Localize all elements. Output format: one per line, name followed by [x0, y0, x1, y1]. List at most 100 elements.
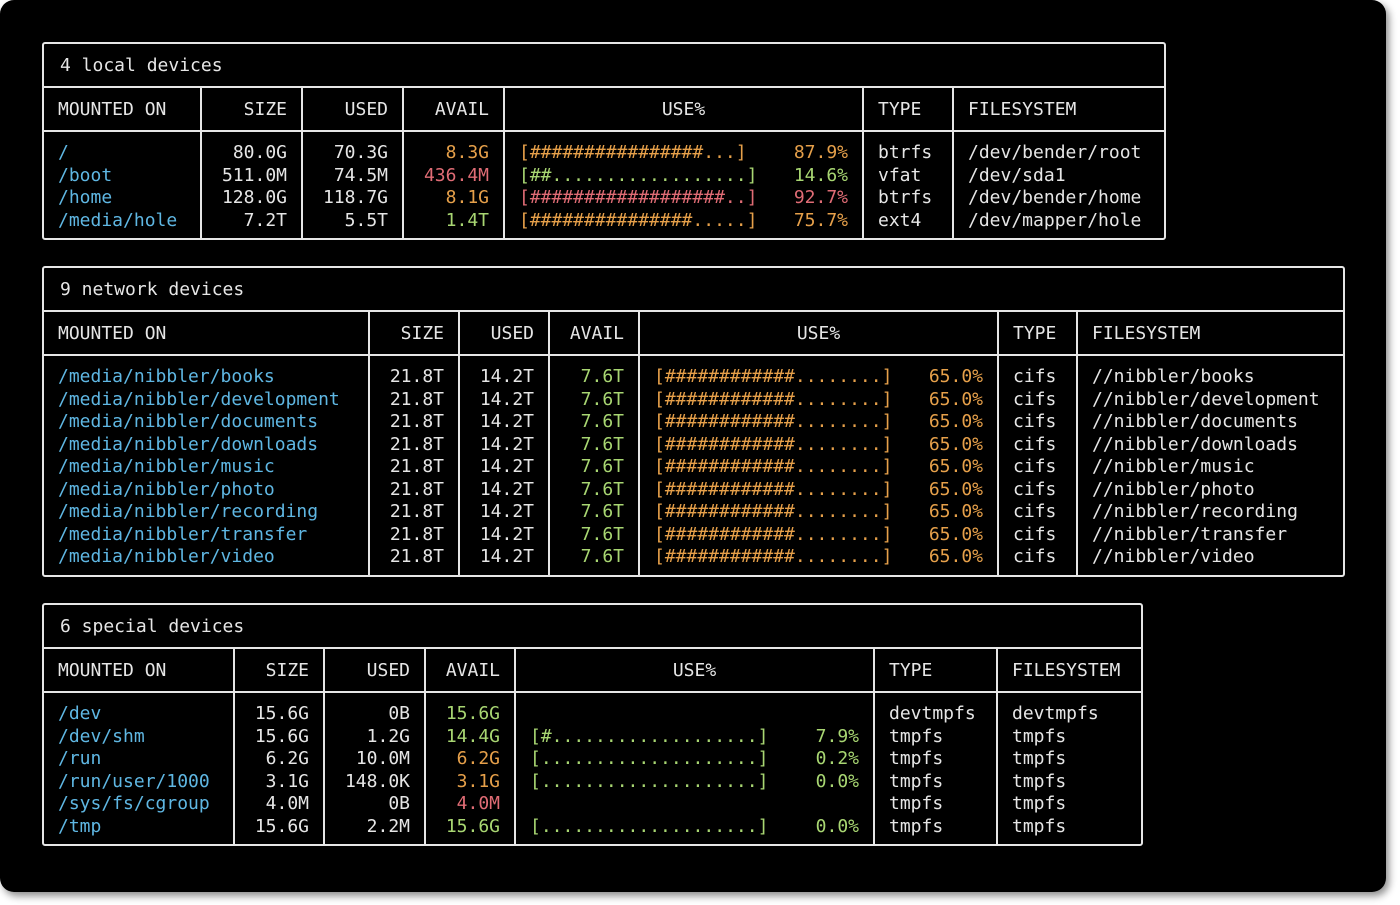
size-cell: 3.1G: [265, 770, 309, 792]
mount-point-cell[interactable]: /tmp: [58, 815, 102, 837]
mount-point-cell[interactable]: /media/nibbler/music: [58, 456, 275, 477]
mount-point-cell[interactable]: /media/nibbler/video: [58, 546, 275, 567]
usage-percent: 65.0%: [928, 388, 983, 410]
usage-bar-graphic: [############........]: [654, 456, 893, 477]
used-cell: 70.3G: [333, 142, 388, 163]
type-cell: tmpfs: [889, 793, 944, 814]
usage-bar: [############........] 65.0%: [654, 366, 983, 389]
filesystem-cell: //nibbler/music: [1092, 456, 1255, 477]
avail-cell: 7.6T: [580, 523, 624, 545]
used-cell: 118.7G: [322, 187, 388, 208]
avail-cell: 7.6T: [580, 456, 624, 477]
usage-bar: [############........] 65.0%: [654, 501, 983, 524]
usage-bar-graphic: [....................]: [530, 748, 769, 769]
usage-bar: [############........] 65.0%: [654, 479, 983, 502]
used-cell: 14.2T: [479, 411, 534, 432]
mount-point-cell[interactable]: /media/hole: [58, 209, 178, 231]
type-cell: tmpfs: [889, 770, 944, 792]
mount-point-cell[interactable]: /media/nibbler/documents: [58, 411, 319, 432]
size-cell: 6.2G: [265, 748, 309, 769]
filesystem-cell: tmpfs: [1012, 815, 1067, 837]
size-cell: 21.8T: [389, 366, 444, 387]
terminal-window: 4 local devices MOUNTED ON SIZE USED AVA…: [0, 0, 1386, 892]
used-cell-column: 0B 1.2G 10.0M 148.0K 0B 2.2M: [324, 692, 426, 844]
header-used: USED: [302, 88, 404, 132]
size-cell: 21.8T: [389, 388, 444, 410]
filesystem-cell: tmpfs: [1012, 793, 1067, 814]
mount-point-cell[interactable]: /sys/fs/cgroup: [58, 793, 210, 814]
usage-bar: [....................] 0.2%: [530, 748, 859, 771]
header-avail: AVAIL: [403, 88, 505, 132]
filesystem-cell: /dev/sda1: [968, 164, 1066, 186]
mount-point-cell[interactable]: /media/nibbler/downloads: [58, 433, 319, 455]
used-cell: 2.2M: [366, 815, 410, 837]
use-percent-cell-column: [############........] 65.0% [############…: [639, 355, 999, 575]
type-cell: btrfs: [878, 187, 933, 208]
usage-bar: [###############.....] 75.7%: [519, 210, 848, 233]
header-used: USED: [324, 649, 426, 693]
usage-percent: 65.0%: [928, 456, 983, 477]
filesystem-cell: //nibbler/downloads: [1092, 433, 1298, 455]
filesystem-cell: /dev/bender/home: [968, 187, 1142, 208]
usage-bar: [################...] 87.9%: [519, 142, 848, 165]
mount-point-cell-column: /media/nibbler/books/media/nibbler/devel…: [44, 355, 370, 575]
usage-bar: [############........] 65.0%: [654, 389, 983, 412]
table-header-row: MOUNTED ON SIZE USED AVAIL USE% TYPE FIL…: [44, 312, 1343, 356]
mount-point-cell[interactable]: /home: [58, 187, 113, 208]
table-body-row: /media/nibbler/books/media/nibbler/devel…: [44, 355, 1343, 575]
filesystem-cell-column: /dev/bender/root/dev/sda1/dev/bender/hom…: [953, 131, 1164, 238]
size-cell-column: 21.8T 21.8T 21.8T 21.8T 21.8T 21.8T 21.8T 21.8T…: [369, 355, 460, 575]
avail-cell: 7.6T: [580, 366, 624, 387]
type-cell: cifs: [1013, 523, 1057, 545]
mount-point-cell[interactable]: /: [58, 142, 69, 163]
avail-cell: 8.1G: [445, 187, 489, 208]
mount-point-cell[interactable]: /media/nibbler/books: [58, 366, 275, 387]
avail-cell: 6.2G: [456, 748, 500, 769]
type-cell: cifs: [1013, 388, 1057, 410]
usage-bar: [############........] 65.0%: [654, 456, 983, 479]
header-type: TYPE: [874, 649, 998, 693]
used-cell: 0B: [388, 703, 410, 724]
type-cell-column: cifs cifs cifs cifs cifs cifs cifs cifs cifs: [998, 355, 1078, 575]
mount-point-cell[interactable]: /media/nibbler/recording: [58, 501, 319, 522]
usage-bar: [530, 793, 859, 816]
header-use-percent: USE%: [515, 649, 875, 693]
avail-cell: 8.3G: [445, 142, 489, 163]
filesystem-cell: //nibbler/documents: [1092, 411, 1298, 432]
mount-point-cell[interactable]: /dev/shm: [58, 725, 145, 747]
avail-cell: 7.6T: [580, 433, 624, 455]
avail-cell: 15.6G: [445, 815, 500, 837]
size-cell: 21.8T: [389, 501, 444, 522]
header-filesystem: FILESYSTEM: [997, 649, 1141, 693]
mount-point-cell[interactable]: /dev: [58, 703, 102, 724]
used-cell: 148.0K: [344, 770, 410, 792]
size-cell: 4.0M: [265, 793, 309, 814]
devices-table: MOUNTED ON SIZE USED AVAIL USE% TYPE FIL…: [44, 88, 1164, 238]
usage-percent: 7.9%: [815, 725, 859, 747]
usage-percent: 65.0%: [928, 478, 983, 500]
local-devices-panel: 4 local devices MOUNTED ON SIZE USED AVA…: [42, 42, 1166, 240]
used-cell: 10.0M: [355, 748, 410, 769]
used-cell: 14.2T: [479, 478, 534, 500]
mount-point-cell[interactable]: /media/nibbler/development: [58, 388, 340, 410]
avail-cell-column: 8.3G 436.4M 8.1G 1.4T: [403, 131, 505, 238]
header-type: TYPE: [863, 88, 954, 132]
used-cell-column: 70.3G 74.5M 118.7G 5.5T: [302, 131, 404, 238]
devices-table-body: //boot/home/media/hole 80.0G 511.0M 128.0G 7…: [44, 131, 1164, 238]
mount-point-cell[interactable]: /boot: [58, 164, 113, 186]
header-use-percent: USE%: [639, 312, 999, 356]
mount-point-cell[interactable]: /media/nibbler/transfer: [58, 523, 308, 545]
size-cell: 7.2T: [243, 209, 287, 231]
type-cell: cifs: [1013, 501, 1057, 522]
used-cell-column: 14.2T 14.2T 14.2T 14.2T 14.2T 14.2T 14.2T 14.2T…: [459, 355, 550, 575]
devices-table: MOUNTED ON SIZE USED AVAIL USE% TYPE FIL…: [44, 649, 1141, 844]
type-cell-column: devtmpfs tmpfs tmpfs tmpfs tmpfs tmpfs: [874, 692, 998, 844]
table-header-row: MOUNTED ON SIZE USED AVAIL USE% TYPE FIL…: [44, 88, 1164, 132]
mount-point-cell[interactable]: /run/user/1000: [58, 770, 210, 792]
usage-bar-graphic: [##..................]: [519, 164, 758, 186]
avail-cell: 1.4T: [445, 209, 489, 231]
network-devices-panel: 9 network devices MOUNTED ON SIZE USED A…: [42, 266, 1345, 577]
mount-point-cell[interactable]: /media/nibbler/photo: [58, 478, 275, 500]
mount-point-cell[interactable]: /run: [58, 748, 102, 769]
usage-bar: [....................] 0.0%: [530, 771, 859, 794]
